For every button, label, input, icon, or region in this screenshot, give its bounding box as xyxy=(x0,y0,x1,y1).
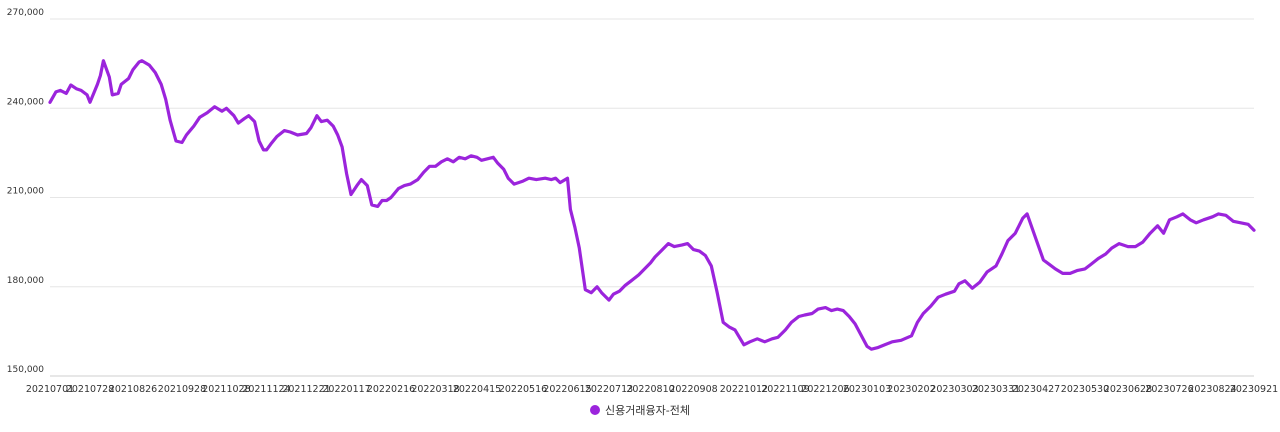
x-tick-label: 20211028 xyxy=(202,384,250,395)
x-tick-label: 20220615 xyxy=(543,384,591,395)
legend-item[interactable]: 신용거래융자-전체 xyxy=(590,402,690,418)
x-tick-label: 20210928 xyxy=(158,384,206,395)
x-tick-label: 20230628 xyxy=(1104,384,1152,395)
x-tick-label: 20221109 xyxy=(761,384,809,395)
x-tick-label: 20220318 xyxy=(411,384,459,395)
x-tick-label: 20230202 xyxy=(887,384,935,395)
x-tick-label: 20211124 xyxy=(242,384,290,395)
y-tick-label: 150,000 xyxy=(7,365,44,375)
y-tick-label: 210,000 xyxy=(7,187,44,197)
x-tick-label: 20210701 xyxy=(26,384,74,395)
x-tick-label: 20230921 xyxy=(1230,384,1278,395)
x-tick-label: 20221206 xyxy=(801,384,849,395)
x-tick-label: 20230331 xyxy=(972,384,1020,395)
x-tick-label: 20220216 xyxy=(367,384,415,395)
y-tick-label: 270,000 xyxy=(7,8,44,18)
x-tick-label: 20211221 xyxy=(282,384,330,395)
x-tick-label: 20221012 xyxy=(720,384,768,395)
x-tick-label: 20220117 xyxy=(322,384,370,395)
x-tick-label: 20210728 xyxy=(66,384,114,395)
x-tick-label: 20230427 xyxy=(1012,384,1060,395)
series-line[interactable] xyxy=(48,59,1256,351)
x-tick-label: 20220713 xyxy=(585,384,633,395)
line-chart: 270,000 240,000 210,000 180,000 150,000 2021… xyxy=(7,8,1278,395)
x-tick-label: 20230726 xyxy=(1145,384,1193,395)
legend-label: 신용거래융자-전체 xyxy=(605,404,690,417)
x-tick-label: 20220810 xyxy=(626,384,674,395)
x-tick-label: 20210826 xyxy=(109,384,157,395)
x-tick-label: 20220415 xyxy=(453,384,501,395)
x-tick-label: 20230303 xyxy=(930,384,978,395)
x-tick-label: 20220908 xyxy=(669,384,717,395)
y-tick-label: 180,000 xyxy=(7,276,44,286)
legend-marker-icon xyxy=(590,405,601,415)
legend: 신용거래융자-전체 xyxy=(0,402,1280,418)
y-tick-label: 240,000 xyxy=(7,97,44,107)
x-tick-label: 20220516 xyxy=(499,384,547,395)
x-tick-label: 20230530 xyxy=(1061,384,1109,395)
x-tick-label: 20230824 xyxy=(1188,384,1236,395)
x-tick-label: 20230103 xyxy=(843,384,891,395)
